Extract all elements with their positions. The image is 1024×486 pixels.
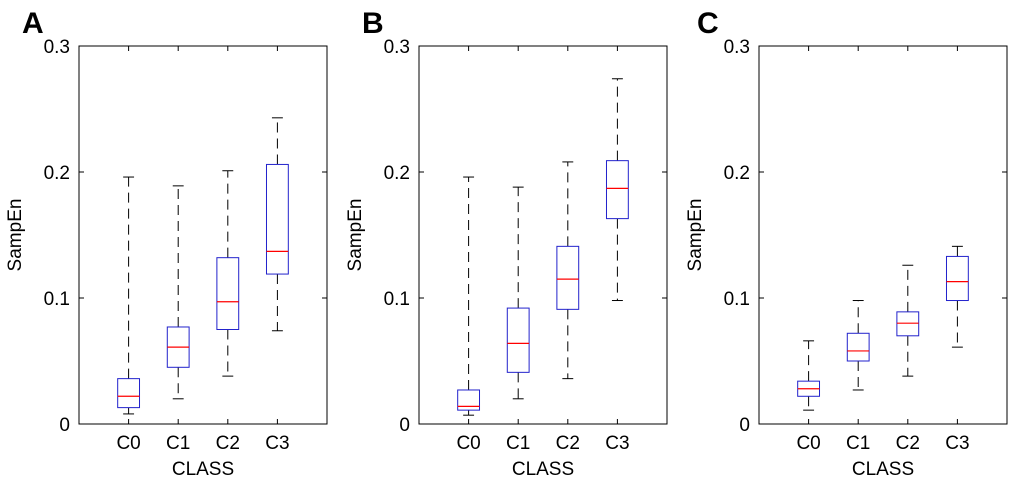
- x-axis-label: CLASS: [512, 459, 574, 480]
- x-tick-label: C2: [556, 433, 580, 454]
- iqr-box: [265, 163, 289, 275]
- x-tick-label: C2: [896, 433, 920, 454]
- y-tick-label: 0.3: [384, 37, 410, 58]
- iqr-box: [846, 332, 870, 362]
- box-c2: [216, 170, 240, 377]
- x-axis-label: CLASS: [852, 459, 914, 480]
- y-tick-label: 0.1: [384, 289, 410, 310]
- x-tick-label: C1: [506, 433, 530, 454]
- plot-frame: [758, 45, 1008, 425]
- x-tick-label: C3: [945, 433, 969, 454]
- x-tick-label: C0: [796, 433, 820, 454]
- y-tick-label: 0.3: [724, 37, 750, 58]
- x-axis-label: CLASS: [172, 459, 234, 480]
- y-tick-label: 0.1: [724, 289, 750, 310]
- x-tick-label: C1: [166, 433, 190, 454]
- y-tick-label: 0.1: [44, 289, 70, 310]
- x-tick-label: C3: [265, 433, 289, 454]
- plot-frame: [78, 45, 328, 425]
- panel-letter: A: [22, 7, 44, 40]
- box-c3: [945, 245, 969, 348]
- x-tick-label: C3: [605, 433, 629, 454]
- panel-letter: B: [362, 7, 384, 40]
- box-c1: [166, 185, 190, 400]
- box-c0: [117, 176, 141, 415]
- iqr-box: [216, 257, 240, 330]
- y-tick-label: 0: [739, 415, 750, 436]
- box-c3: [605, 78, 629, 302]
- x-tick-label: C0: [116, 433, 140, 454]
- iqr-box: [945, 255, 969, 302]
- y-tick-label: 0: [59, 415, 70, 436]
- iqr-box: [457, 389, 481, 411]
- iqr-box: [896, 311, 920, 337]
- y-tick-label: 0: [399, 415, 410, 436]
- y-tick-label: 0.2: [724, 163, 750, 184]
- y-axis-label: SampEn: [345, 199, 366, 272]
- x-tick-label: C1: [846, 433, 870, 454]
- box-c2: [556, 161, 580, 380]
- iqr-box: [506, 307, 530, 373]
- box-c3: [265, 117, 289, 332]
- y-tick-label: 0.2: [384, 163, 410, 184]
- box-c1: [506, 186, 530, 400]
- y-tick-label: 0.3: [44, 37, 70, 58]
- x-tick-label: C2: [216, 433, 240, 454]
- box-c2: [896, 264, 920, 377]
- iqr-box: [605, 160, 629, 220]
- box-c0: [457, 176, 481, 416]
- chart-panel-b: B 0 0.1 0.2 0.3 C0 C1 C2 C3 CLASS SampEn: [345, 7, 668, 480]
- box-c1: [846, 300, 870, 391]
- y-axis-label: SampEn: [685, 199, 706, 272]
- x-tick-label: C0: [456, 433, 480, 454]
- plot-frame: [418, 45, 668, 425]
- box-c0: [797, 340, 821, 411]
- y-tick-label: 0.2: [44, 163, 70, 184]
- panel-letter: C: [697, 7, 719, 40]
- iqr-box: [556, 245, 580, 310]
- chart-panel-a: A 0 0.1 0.2 0.3 C0 C1 C2 C3 CLASS SampEn: [5, 7, 328, 480]
- y-axis-label: SampEn: [5, 199, 26, 272]
- iqr-box: [117, 378, 141, 409]
